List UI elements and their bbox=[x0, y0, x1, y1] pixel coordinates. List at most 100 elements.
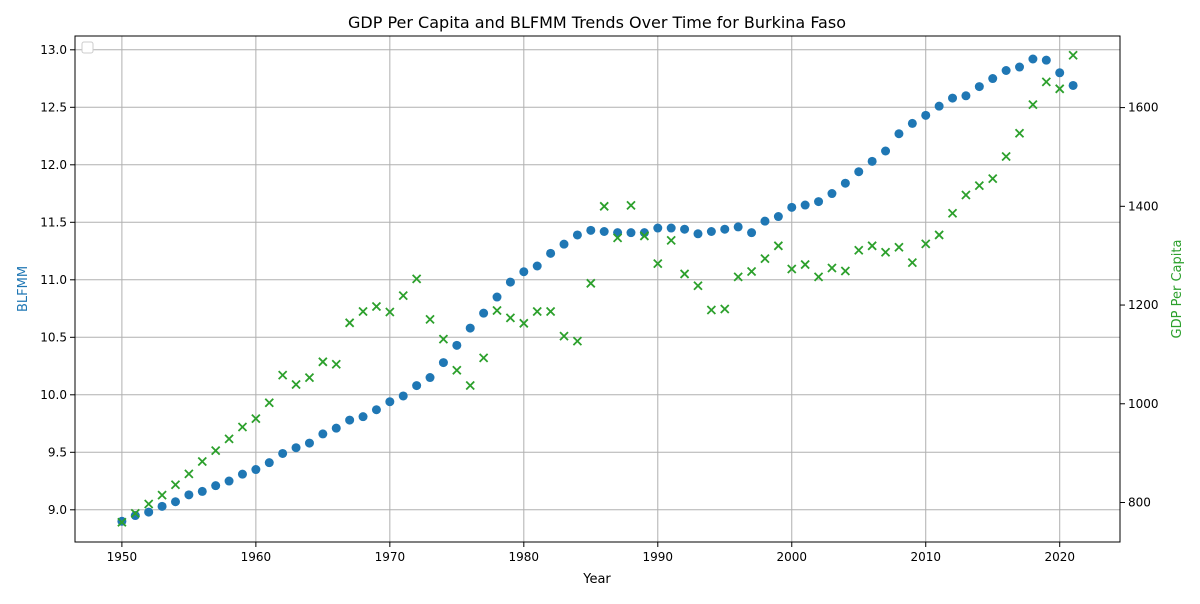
x-tick-label: 1970 bbox=[375, 550, 406, 564]
blfmm-point bbox=[519, 267, 529, 277]
blfmm-point bbox=[921, 110, 931, 120]
x-tick-label: 1980 bbox=[509, 550, 540, 564]
gdp-point-stroke bbox=[251, 413, 261, 424]
gdp-point bbox=[117, 517, 127, 527]
gdp-point-stroke bbox=[894, 242, 904, 252]
right-y-tick-label: 1000 bbox=[1128, 397, 1159, 411]
plot-area-frame bbox=[74, 35, 1121, 543]
blfmm-point bbox=[465, 323, 475, 333]
chart-title: GDP Per Capita and BLFMM Trends Over Tim… bbox=[348, 13, 846, 32]
x-tick-label: 2010 bbox=[910, 550, 941, 564]
blfmm-point bbox=[291, 443, 301, 453]
blfmm-point bbox=[505, 277, 515, 287]
gdp-point-stroke bbox=[880, 247, 891, 257]
gdp-point bbox=[679, 269, 690, 279]
gdp-point bbox=[398, 291, 408, 301]
right-y-axis-label: GDP Per Capita bbox=[1170, 240, 1185, 339]
gdp-point-stroke bbox=[626, 200, 636, 210]
gdp-point-stroke bbox=[398, 291, 408, 301]
blfmm-point bbox=[948, 93, 958, 103]
right-y-tick-label: 800 bbox=[1128, 496, 1151, 510]
gdp-point bbox=[291, 379, 301, 390]
gdp-point-stroke bbox=[157, 490, 167, 500]
x-tick-label: 1960 bbox=[241, 550, 272, 564]
blfmm-point bbox=[1041, 55, 1051, 65]
gdp-point bbox=[130, 508, 140, 519]
gdp-point-stroke bbox=[385, 307, 395, 317]
gdp-point-stroke bbox=[612, 233, 623, 243]
grid-lines bbox=[75, 36, 1120, 542]
gdp-point bbox=[639, 231, 650, 241]
gdp-point bbox=[947, 208, 958, 218]
blfmm-point bbox=[733, 222, 743, 232]
gdp-point bbox=[827, 263, 837, 273]
gdp-point bbox=[934, 230, 944, 240]
gdp-point-stroke bbox=[425, 314, 435, 324]
gdp-point-stroke bbox=[371, 301, 382, 312]
blfmm-point bbox=[224, 476, 234, 486]
blfmm-point bbox=[398, 391, 408, 401]
blfmm-point bbox=[1055, 68, 1065, 78]
legend-box bbox=[81, 41, 94, 54]
blfmm-point bbox=[331, 423, 341, 433]
gdp-point-stroke bbox=[572, 336, 583, 346]
gdp-point-stroke bbox=[800, 259, 810, 270]
gdp-point bbox=[586, 278, 596, 288]
gdp-point bbox=[612, 233, 623, 243]
gdp-point-stroke bbox=[840, 266, 850, 276]
blfmm-point bbox=[572, 230, 582, 240]
left-y-tick-label: 10.5 bbox=[40, 330, 67, 344]
gdp-point bbox=[224, 434, 234, 444]
blfmm-point bbox=[1001, 66, 1011, 75]
gdp-point bbox=[345, 318, 355, 328]
x-tick-label: 2000 bbox=[776, 550, 807, 564]
gdp-point bbox=[532, 306, 542, 317]
gdp-point bbox=[465, 380, 475, 391]
gdp-point bbox=[237, 422, 248, 432]
blfmm-point bbox=[345, 415, 355, 425]
gdp-point-stroke bbox=[519, 318, 529, 328]
gdp-point bbox=[331, 359, 341, 369]
gdp-point-stroke bbox=[345, 318, 355, 328]
blfmm-point bbox=[787, 202, 797, 212]
blfmm-point bbox=[773, 212, 783, 222]
gdp-point-stroke bbox=[934, 230, 944, 240]
blfmm-point bbox=[492, 292, 502, 302]
blfmm-point bbox=[438, 358, 448, 368]
gdp-point bbox=[170, 480, 181, 490]
gdp-point-stroke bbox=[358, 306, 368, 317]
blfmm-point bbox=[666, 223, 676, 233]
gdp-point-stroke bbox=[331, 359, 341, 369]
x-axis-label: Year bbox=[582, 572, 611, 587]
left-y-axis-label: BLFMM bbox=[16, 266, 31, 312]
gdp-point bbox=[318, 357, 328, 367]
blfmm-point bbox=[157, 501, 167, 511]
gdp-point-stroke bbox=[237, 422, 248, 432]
blfmm-point bbox=[211, 481, 221, 491]
gdp-point-stroke bbox=[144, 499, 154, 509]
gdp-point bbox=[264, 398, 274, 408]
gdp-point-stroke bbox=[639, 231, 650, 241]
gdp-point bbox=[1001, 151, 1011, 162]
gdp-point bbox=[854, 245, 864, 255]
blfmm-point bbox=[479, 308, 489, 318]
gdp-point bbox=[304, 372, 315, 383]
gdp-point-stroke bbox=[586, 278, 596, 288]
gdp-point-stroke bbox=[465, 380, 475, 391]
blfmm-point bbox=[974, 82, 984, 92]
blfmm-point bbox=[318, 429, 328, 439]
gdp-point bbox=[746, 266, 757, 277]
gdp-point bbox=[706, 305, 717, 315]
blfmm-point bbox=[760, 216, 770, 226]
gdp-point bbox=[733, 272, 743, 282]
gdp-point bbox=[760, 254, 770, 264]
gdp-point bbox=[452, 365, 462, 375]
blfmm-point bbox=[1028, 54, 1038, 64]
gdp-point-stroke bbox=[1068, 50, 1078, 60]
gdp-point-stroke bbox=[438, 334, 449, 344]
gdp-point-stroke bbox=[264, 398, 274, 408]
right-y-axis-ticks: 800 1000 1200 1400 1600 bbox=[1120, 101, 1159, 510]
gdp-point-stroke bbox=[117, 517, 127, 527]
blfmm-point bbox=[412, 381, 422, 391]
